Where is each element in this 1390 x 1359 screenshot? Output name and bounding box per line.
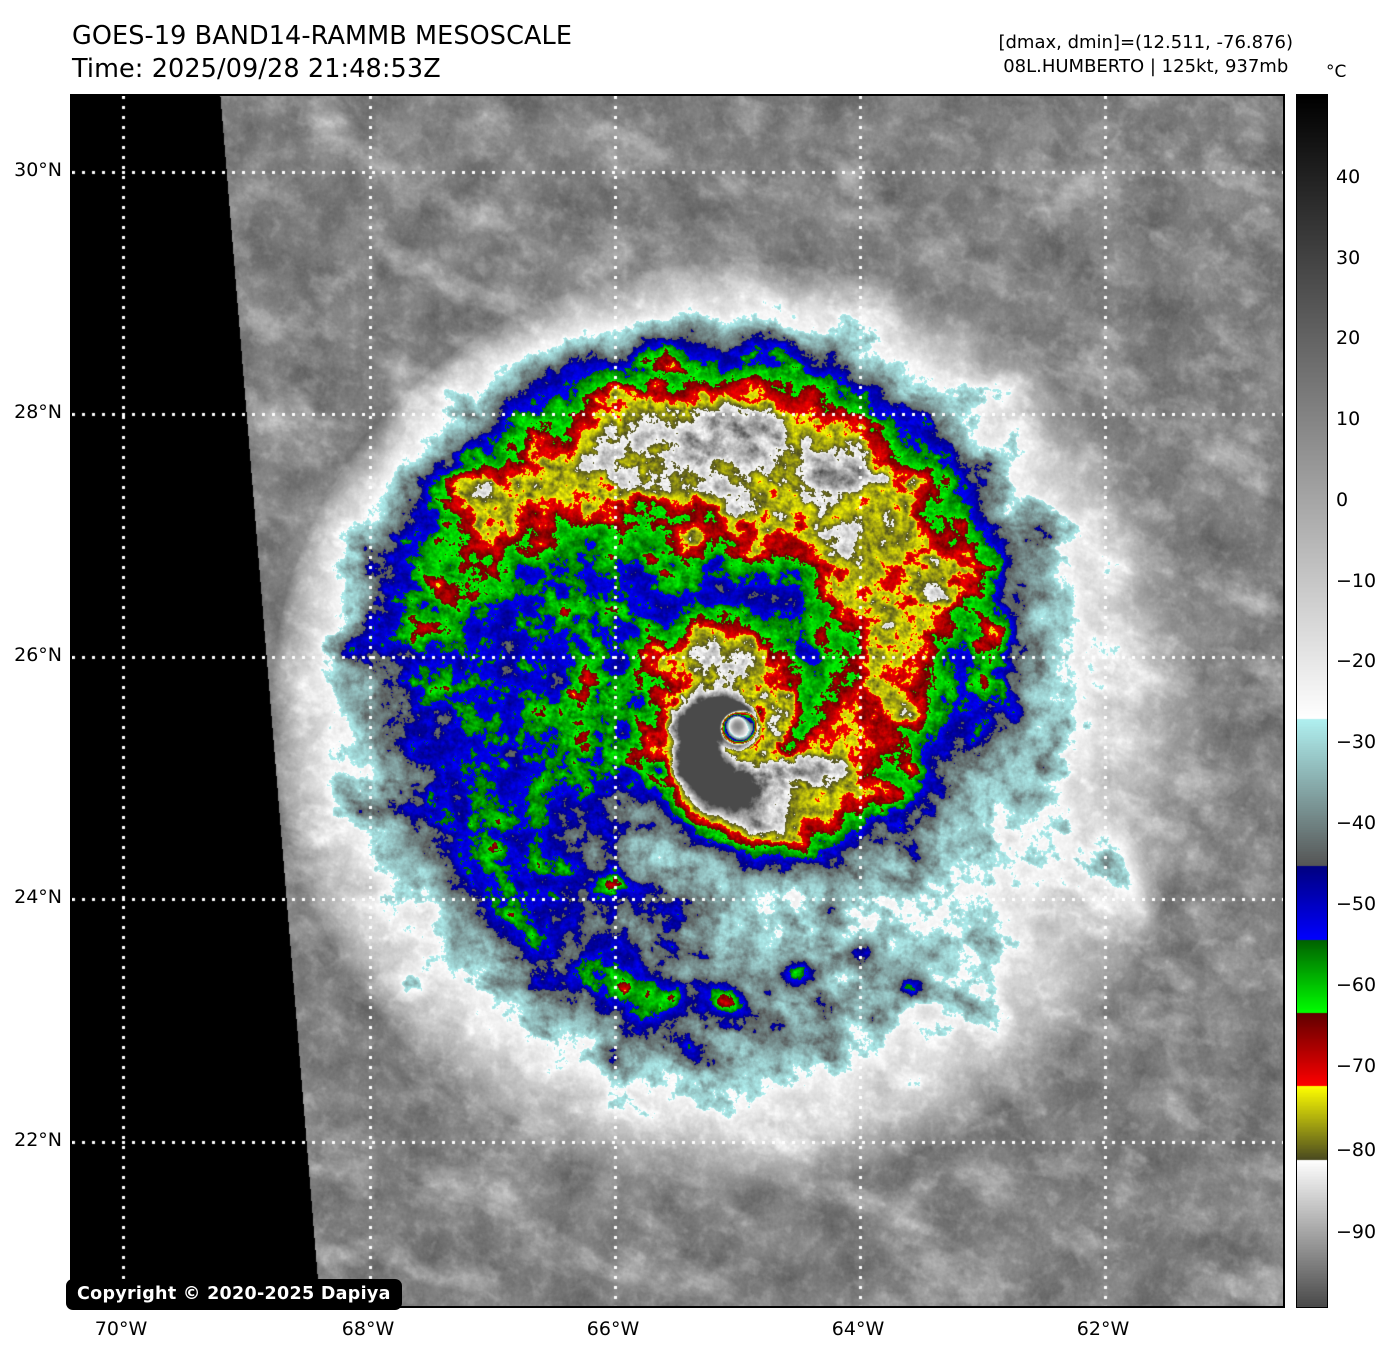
data-range-label: [dmax, dmin]=(12.511, -76.876)	[998, 32, 1293, 53]
lat-tick-label: 22°N	[14, 1129, 62, 1151]
colorbar-tick-label: 30	[1336, 247, 1361, 269]
lon-tick-label: 64°W	[831, 1318, 885, 1340]
colorbar[interactable]	[1296, 94, 1328, 1308]
lat-tick-label: 30°N	[14, 159, 62, 181]
colorbar-tick-label: −30	[1336, 731, 1377, 753]
colorbar-tick-label: 0	[1336, 489, 1349, 511]
colorbar-tick-label: −70	[1336, 1055, 1377, 1077]
metadata-block: [dmax, dmin]=(12.511, -76.876) 08L.HUMBE…	[998, 31, 1293, 79]
colorbar-tick-label: −40	[1336, 812, 1377, 834]
lon-tick-label: 62°W	[1076, 1318, 1130, 1340]
colorbar-tick-label: −50	[1336, 893, 1377, 915]
colorbar-tick-label: 40	[1336, 166, 1361, 188]
colorbar-tick-label: −80	[1336, 1139, 1377, 1161]
copyright-watermark: Copyright © 2020-2025 Dapiya	[66, 1279, 402, 1310]
lat-tick-label: 28°N	[14, 401, 62, 423]
lon-tick-label: 70°W	[94, 1318, 148, 1340]
timestamp-line: Time: 2025/09/28 21:48:53Z	[72, 53, 441, 84]
colorbar-gradient	[1297, 95, 1327, 1307]
colorbar-tick-label: −10	[1336, 570, 1377, 592]
colorbar-tick-label: 20	[1336, 327, 1361, 349]
lat-tick-label: 26°N	[14, 644, 62, 666]
title-block: GOES-19 BAND14-RAMMB MESOSCALE Time: 202…	[72, 20, 572, 85]
colorbar-unit-label: °C	[1326, 62, 1347, 82]
plot-inner	[72, 96, 1283, 1306]
satellite-plot-area[interactable]	[70, 94, 1285, 1308]
lon-tick-label: 66°W	[586, 1318, 640, 1340]
colorbar-tick-label: −60	[1336, 974, 1377, 996]
colorbar-tick-label: −90	[1336, 1221, 1377, 1243]
colorbar-tick-label: 10	[1336, 408, 1361, 430]
lon-tick-label: 68°W	[341, 1318, 395, 1340]
page-title: GOES-19 BAND14-RAMMB MESOSCALE	[72, 21, 573, 51]
colorbar-tick-label: −20	[1336, 650, 1377, 672]
satellite-imagery-canvas	[72, 96, 1283, 1306]
storm-info-label: 08L.HUMBERTO | 125kt, 937mb	[1003, 55, 1289, 77]
lat-tick-label: 24°N	[14, 886, 62, 908]
